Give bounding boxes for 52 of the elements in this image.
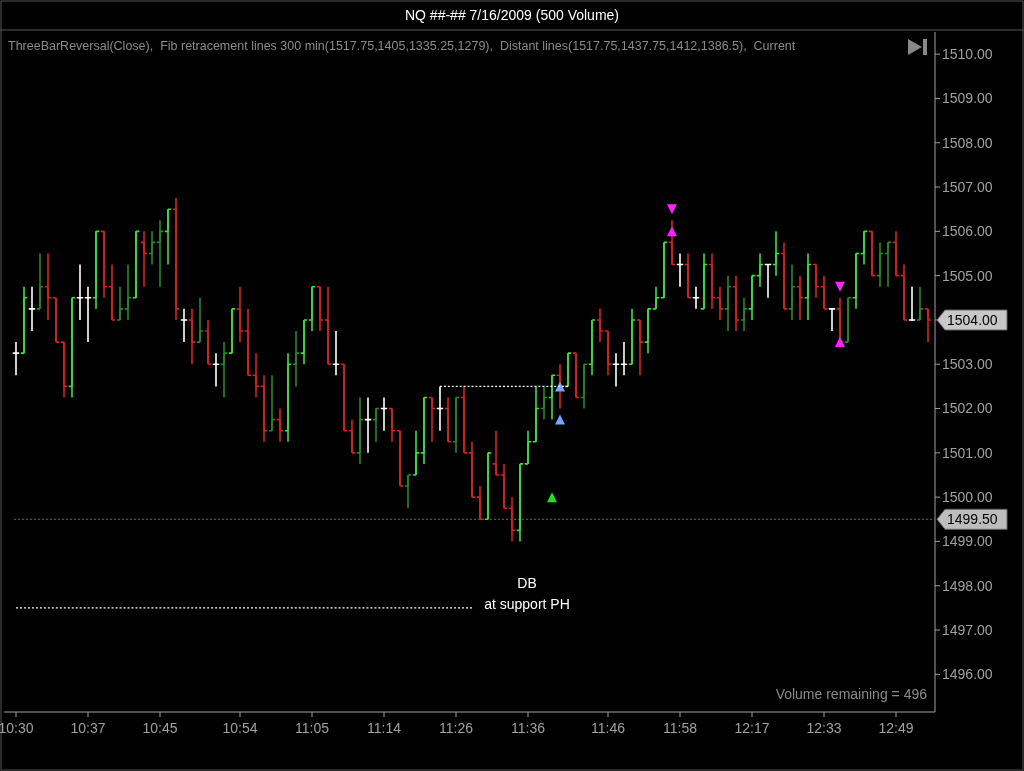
point (555, 414, 565, 425)
y-tick-label: 1499.00 (942, 533, 993, 550)
annotation: DB (517, 574, 537, 591)
text: 1504.00 (947, 311, 998, 328)
point (835, 281, 845, 292)
candlestick (343, 363, 345, 432)
point (555, 381, 565, 392)
candlestick (663, 241, 665, 299)
candlestick (487, 452, 489, 521)
y-tick-label: 1506.00 (942, 223, 993, 240)
y-tick-label: 1501.00 (942, 444, 993, 461)
text: ThreeBarReversal(Close), Fib retracement lines 300 min(1517.75,1405,1335.25,1279), Distant lines(1517.75,1437.75,1412,1386.5), Current (8, 39, 796, 54)
x-tick-label: 12:33 (806, 719, 842, 736)
x-tick-label: 11:46 (591, 719, 626, 736)
x-tick-label: 12:49 (878, 719, 914, 736)
x-tick-label: 10:54 (222, 719, 258, 736)
y-tick-label: 1496.00 (942, 666, 993, 683)
y-tick-label: 1510.00 (942, 46, 993, 63)
candlestick (399, 429, 401, 487)
y-tick-label: 1500.00 (942, 489, 993, 506)
y-tick-label: 1502.00 (942, 400, 993, 417)
annotation: Volume remaining = 496 (775, 685, 928, 702)
ref-line-label: 1499.50 (947, 511, 998, 528)
annotation: at support PH (484, 595, 570, 612)
x-tick-label: 11:58 (663, 719, 698, 736)
candlestick (847, 297, 849, 343)
chart-title: NQ ##-## 7/16/2009 (500 Volume) (404, 6, 620, 23)
point (667, 204, 677, 215)
x-tick-label: 11:36 (511, 719, 546, 736)
candlestick (231, 308, 233, 354)
x-tick-label: 10:37 (70, 719, 106, 736)
point (667, 226, 677, 237)
candlestick (135, 230, 137, 299)
y-tick-label: 1497.00 (942, 621, 993, 638)
x-tick-label: 10:45 (142, 719, 178, 736)
y-tick-label: 1508.00 (942, 134, 993, 151)
y-tick-label: 1507.00 (942, 178, 993, 195)
x-tick-label: 11:26 (439, 719, 474, 736)
x-tick-label: 11:14 (367, 719, 402, 736)
y-tick-label: 1498.00 (942, 577, 993, 594)
candlestick (871, 230, 873, 277)
point (547, 492, 557, 503)
y-tick-label: 1505.00 (942, 267, 993, 284)
y-tick-label: 1509.00 (942, 90, 993, 107)
candlestick (567, 352, 569, 388)
x-tick-label: 10:30 (0, 719, 34, 736)
x-tick-label: 11:05 (295, 719, 330, 736)
y-tick-label: 1503.00 (942, 356, 993, 373)
x-tick-label: 12:17 (734, 719, 770, 736)
candlestick (55, 297, 57, 343)
point (835, 337, 845, 348)
candlestick (575, 352, 577, 399)
